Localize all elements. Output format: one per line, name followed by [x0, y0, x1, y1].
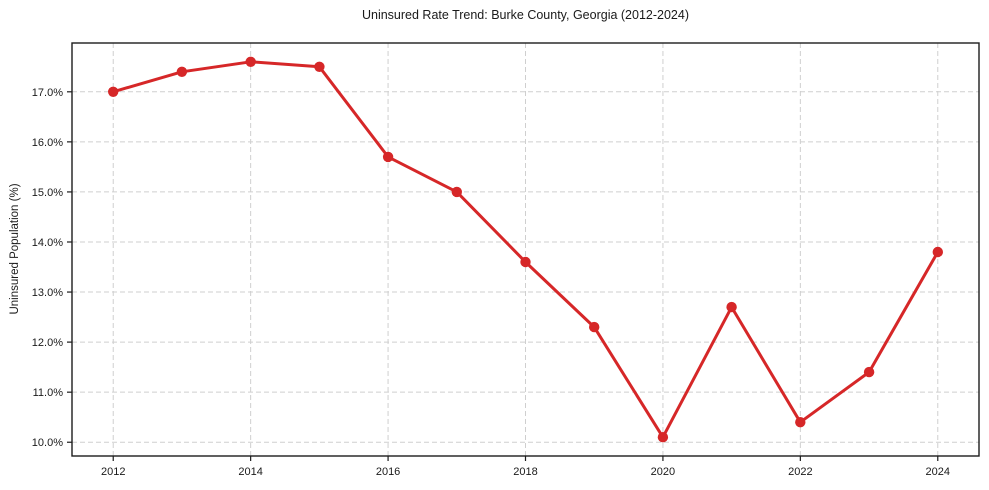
data-point-2014: [245, 56, 256, 67]
y-tick-label: 12.0%: [32, 337, 63, 349]
y-tick-label: 14.0%: [32, 237, 63, 249]
data-point-2015: [314, 61, 325, 72]
x-tick-label: 2014: [238, 466, 262, 478]
data-point-2023: [863, 366, 875, 378]
chart-title: Uninsured Rate Trend: Burke County, Geor…: [361, 8, 690, 22]
y-tick-label: 10.0%: [32, 437, 63, 449]
data-point-2021: [726, 301, 737, 313]
data-point-2019: [589, 321, 600, 333]
y-tick-label: 17.0%: [32, 87, 63, 99]
x-tick-label: 2020: [651, 466, 675, 478]
y-tick-label: 13.0%: [32, 287, 63, 299]
y-tick-label: 11.0%: [33, 387, 64, 399]
axes-spine: [71, 42, 980, 457]
data-point-2012: [108, 86, 119, 98]
x-tick-label: 2016: [376, 466, 400, 478]
data-point-2017: [451, 186, 462, 198]
data-point-2016: [382, 151, 394, 163]
data-point-2018: [520, 256, 531, 268]
data-point-2020: [657, 432, 669, 443]
data-point-2013: [176, 66, 188, 78]
x-tick-label: 2018: [513, 466, 537, 478]
x-tick-label: 2012: [101, 466, 125, 478]
y-tick-label: 16.0%: [32, 137, 63, 149]
x-tick-label: 2022: [788, 466, 812, 478]
data-point-2022: [795, 417, 806, 428]
x-tick-label: 2024: [926, 466, 950, 478]
y-axis-label: Uninsured Population (%): [9, 183, 21, 315]
y-tick-label: 15.0%: [32, 187, 63, 199]
data-point-2024: [932, 246, 943, 258]
